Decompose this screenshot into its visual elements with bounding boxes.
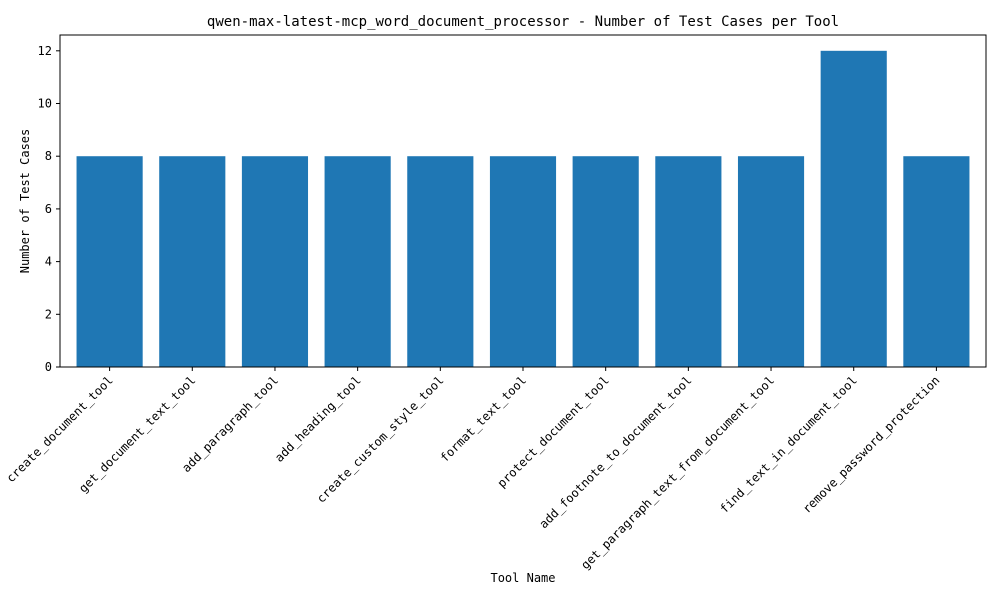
bar-add_heading_tool bbox=[324, 156, 391, 367]
chart-title: qwen-max-latest-mcp_word_document_proces… bbox=[207, 14, 839, 30]
y-tick-label: 4 bbox=[45, 255, 52, 269]
x-tick-label: add_footnote_to_document_tool bbox=[536, 373, 694, 531]
plot-frame bbox=[59, 34, 987, 368]
y-tick-label: 10 bbox=[38, 97, 52, 111]
bar-get_document_text_tool bbox=[159, 156, 226, 367]
bar-get_paragraph_text_from_document_tool bbox=[737, 156, 805, 367]
x-tick-label: find_text_in_document_tool bbox=[717, 373, 860, 516]
x-tick-label: remove_password_protection bbox=[800, 373, 943, 516]
x-axis-label: Tool Name bbox=[490, 571, 555, 585]
bar-create_custom_style_tool bbox=[407, 156, 474, 367]
bar-create_document_tool bbox=[76, 156, 143, 367]
x-tick-label: add_paragraph_tool bbox=[179, 373, 281, 475]
bars-group bbox=[76, 50, 970, 368]
y-tick-label: 0 bbox=[45, 360, 52, 374]
bar-find_text_in_document_tool bbox=[820, 50, 887, 368]
y-tick-label: 6 bbox=[45, 202, 52, 216]
y-axis-label: Number of Test Cases bbox=[18, 129, 32, 274]
bar-protect_document_tool bbox=[572, 156, 639, 367]
y-tick-label: 12 bbox=[38, 44, 52, 58]
y-tick-label: 2 bbox=[45, 307, 52, 321]
bar-add_paragraph_tool bbox=[241, 156, 309, 367]
x-tick-label: get_paragraph_text_from_document_tool bbox=[578, 373, 777, 572]
x-tick-label: format_text_tool bbox=[437, 373, 529, 465]
y-tick-label: 8 bbox=[45, 149, 52, 163]
y-axis: 0 2 4 6 8 10 12 bbox=[38, 44, 60, 374]
bar-format_text_tool bbox=[489, 156, 557, 367]
x-axis: create_document_toolget_document_text_to… bbox=[4, 367, 943, 572]
x-tick-label: add_heading_tool bbox=[272, 373, 364, 465]
bar-add_footnote_to_document_tool bbox=[655, 156, 722, 367]
bar-remove_password_protection bbox=[903, 156, 970, 367]
